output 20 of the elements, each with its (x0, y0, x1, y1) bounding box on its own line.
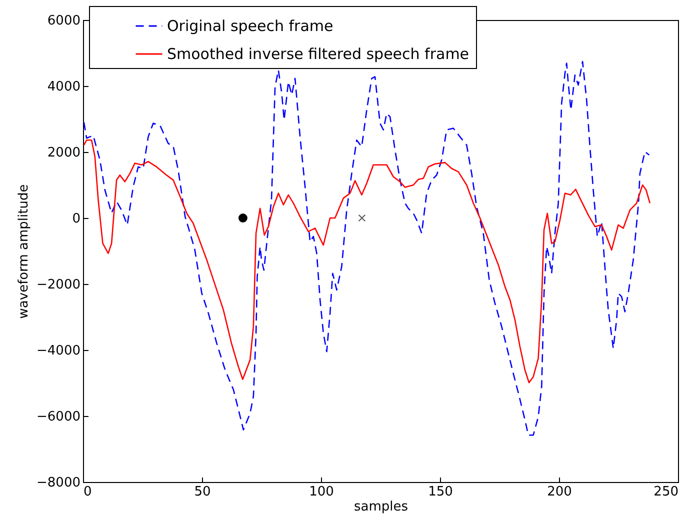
legend-label: Smoothed inverse filtered speech frame (167, 45, 470, 63)
y-tick-label: 4000 (47, 80, 80, 94)
y-tick-label: −6000 (36, 410, 80, 424)
y-tick-label: −8000 (36, 476, 80, 490)
y-tick-label: 0 (72, 212, 80, 226)
y-tick-label: −2000 (36, 278, 80, 292)
x-tick-label: 250 (654, 484, 678, 500)
line-series (83, 139, 651, 384)
y-axis-title: waveform amplitude (16, 184, 32, 319)
line-series (83, 60, 650, 436)
x-tick-label: 200 (547, 484, 572, 500)
y-tick-label: −4000 (36, 344, 80, 358)
x-tick-label: 100 (309, 484, 334, 500)
x-tick-label: 150 (428, 484, 453, 500)
y-tick-label: 6000 (47, 14, 80, 28)
x-tick-label: 50 (194, 484, 211, 500)
legend-label: Original speech frame (167, 17, 334, 35)
x-axis-title: samples (354, 500, 408, 514)
x-tick-label: 0 (84, 484, 92, 500)
y-tick-label: 2000 (47, 146, 80, 160)
